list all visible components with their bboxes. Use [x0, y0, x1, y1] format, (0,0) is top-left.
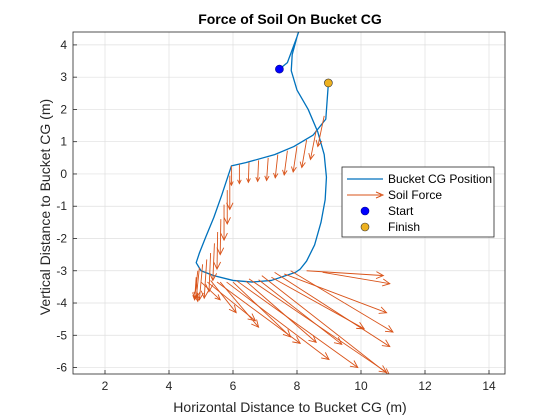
soil-force-arrow [291, 146, 298, 174]
legend-entry-finish: Finish [388, 220, 420, 234]
legend-finish-swatch [360, 222, 370, 232]
soil-force-arrow [274, 271, 391, 348]
soil-force-arrow [246, 162, 251, 184]
soil-force-arrow [245, 280, 317, 344]
soil-force-arrow [200, 259, 209, 300]
soil-force-arrow [273, 154, 279, 179]
y-tick-label: 1 [60, 135, 67, 149]
y-tick-label: 0 [60, 167, 67, 181]
soil-force-arrow [220, 204, 228, 242]
axes-box [72, 31, 506, 375]
y-tick-label: -2 [56, 231, 67, 245]
plot-clip-group [192, 32, 394, 374]
soil-force-arrow [306, 270, 385, 280]
x-tick-label: 2 [102, 379, 109, 393]
x-axis-label: Horizontal Distance to Bucket CG (m) [173, 399, 406, 415]
y-tick-label: -1 [56, 199, 67, 213]
legend-entry-path: Bucket CG Position [388, 172, 492, 186]
soil-force-arrow [255, 160, 261, 183]
soil-force-arrow [290, 270, 394, 333]
soil-force-arrow [219, 281, 260, 329]
soil-force-arrow [284, 273, 388, 314]
soil-force-arrow [232, 281, 292, 338]
y-tick-label: 3 [60, 70, 67, 84]
x-tick-label: 4 [166, 379, 173, 393]
y-tick-label: -4 [56, 296, 67, 310]
soil-force-arrow [213, 232, 222, 271]
soil-force-arrow [226, 281, 330, 361]
start-marker [275, 64, 284, 74]
soil-force-arrow [195, 280, 200, 303]
soil-force-arrow [308, 130, 317, 161]
soil-force-arrow [200, 281, 221, 301]
plot-area [192, 32, 394, 374]
soil-force-arrow [315, 115, 325, 148]
legend-start-swatch [360, 206, 370, 216]
soil-force-arrow [235, 280, 359, 369]
bucket-cg-position-line [195, 32, 330, 283]
soil-force-arrow [264, 157, 270, 182]
y-tick-label: 4 [60, 38, 67, 52]
y-tick-label: -5 [56, 328, 67, 342]
chart-title: Force of Soil On Bucket CG [198, 11, 382, 27]
legend-force-arrowhead [375, 191, 385, 199]
y-tick-label: -3 [56, 264, 67, 278]
legend-entry-force: Soil Force [388, 188, 442, 202]
soil-force-arrow [210, 280, 237, 314]
x-tick-label: 6 [230, 379, 237, 393]
soil-force-arrow [209, 243, 218, 282]
soil-force-arrow [216, 219, 225, 256]
soil-force-arrow [271, 276, 366, 330]
y-tick-label: 2 [60, 102, 67, 116]
soil-force-arrow [237, 164, 242, 185]
finish-marker [324, 78, 333, 88]
soil-force-arrow [205, 252, 214, 293]
x-tick-label: 8 [294, 379, 301, 393]
soil-force-arrow [258, 279, 343, 345]
soil-force-arrow [223, 190, 231, 226]
y-tick-label: -6 [56, 361, 67, 375]
soil-force-arrow [261, 275, 390, 374]
y-axis-label: Vertical Distance to Bucket CG (m) [37, 99, 53, 315]
soil-force-arrow [282, 150, 288, 176]
legend-entry-start: Start [388, 204, 414, 218]
soil-force-arrow [299, 140, 308, 169]
x-tick-label: 12 [418, 379, 432, 393]
soil-force-arrow [322, 271, 391, 287]
x-tick-label: 14 [482, 379, 496, 393]
x-tick-label: 10 [354, 379, 368, 393]
legend: Bucket CG Position Soil Force Start Fini… [341, 166, 495, 238]
